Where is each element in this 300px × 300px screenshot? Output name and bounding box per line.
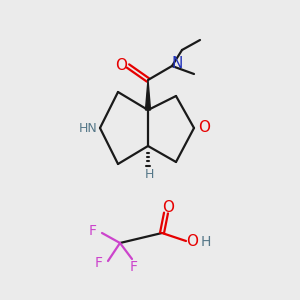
Text: F: F: [89, 224, 97, 238]
Text: N: N: [171, 56, 183, 71]
Text: F: F: [130, 260, 138, 274]
Text: F: F: [95, 256, 103, 270]
Text: O: O: [115, 58, 127, 73]
Polygon shape: [146, 80, 151, 110]
Text: H: H: [144, 167, 154, 181]
Text: O: O: [162, 200, 174, 215]
Text: H: H: [201, 235, 211, 249]
Text: O: O: [198, 121, 210, 136]
Text: O: O: [186, 235, 198, 250]
Text: HN: HN: [79, 122, 98, 134]
